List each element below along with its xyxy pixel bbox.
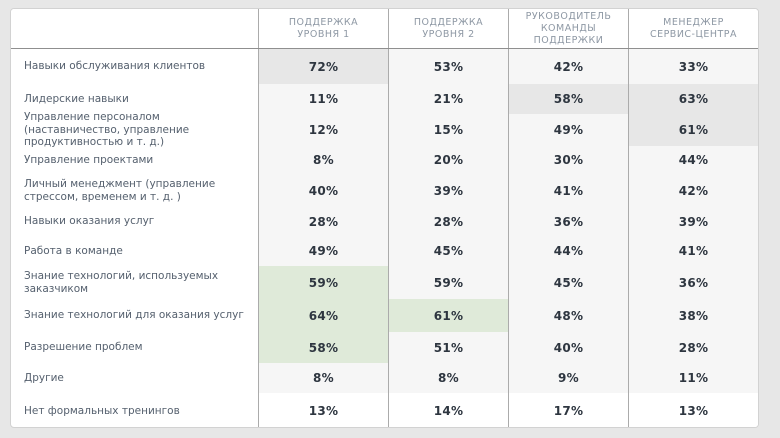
table-header-row: ПОДДЕРЖКА УРОВНЯ 1 ПОДДЕРЖКА УРОВНЯ 2 РУ… bbox=[11, 9, 758, 49]
row-label: Личный менеджмент (управление стрессом, … bbox=[24, 178, 216, 203]
value-cell: 61% bbox=[628, 114, 758, 146]
value-cell: 59% bbox=[258, 266, 388, 299]
value-cell: 28% bbox=[388, 207, 508, 236]
value-cell: 49% bbox=[508, 114, 628, 146]
table-row: Управление проектами 8% 20% 30% 44% bbox=[11, 146, 758, 174]
column-header-label: ПОДДЕРЖКА УРОВНЯ 2 bbox=[413, 16, 484, 40]
value-cell: 36% bbox=[508, 207, 628, 236]
row-label: Разрешение проблем bbox=[24, 341, 143, 354]
table-row: Навыки обслуживания клиентов 72% 53% 42% 33% bbox=[11, 49, 758, 84]
value-cell: 49% bbox=[258, 236, 388, 266]
value-cell: 58% bbox=[508, 84, 628, 114]
value-cell: 8% bbox=[388, 363, 508, 393]
row-label: Управление проектами bbox=[24, 153, 154, 166]
table-row: Нет формальных тренингов 13% 14% 17% 13% bbox=[11, 393, 758, 427]
value-cell: 53% bbox=[388, 49, 508, 84]
value-cell: 13% bbox=[258, 393, 388, 427]
row-label: Знание технологий для оказания услуг bbox=[24, 309, 244, 322]
value-cell: 48% bbox=[508, 299, 628, 332]
value-cell: 45% bbox=[388, 236, 508, 266]
value-cell: 21% bbox=[388, 84, 508, 114]
value-cell: 44% bbox=[628, 146, 758, 174]
column-header-support-level-1: ПОДДЕРЖКА УРОВНЯ 1 bbox=[258, 9, 388, 48]
table-row: Знание технологий, используемых заказчик… bbox=[11, 266, 758, 299]
value-cell: 72% bbox=[258, 49, 388, 84]
value-cell: 11% bbox=[628, 363, 758, 393]
value-cell: 17% bbox=[508, 393, 628, 427]
value-cell: 28% bbox=[258, 207, 388, 236]
table-row: Знание технологий для оказания услуг 64% 6… bbox=[11, 299, 758, 332]
value-cell: 40% bbox=[258, 174, 388, 207]
row-label: Навыки обслуживания клиентов bbox=[24, 60, 206, 73]
value-cell: 11% bbox=[258, 84, 388, 114]
value-cell: 64% bbox=[258, 299, 388, 332]
value-cell: 44% bbox=[508, 236, 628, 266]
row-label: Навыки оказания услуг bbox=[24, 215, 155, 228]
column-header-support-level-2: ПОДДЕРЖКА УРОВНЯ 2 bbox=[388, 9, 508, 48]
value-cell: 38% bbox=[628, 299, 758, 332]
column-header-label: РУКОВОДИТЕЛЬ КОМАНДЫ ПОДДЕРЖКИ bbox=[525, 10, 612, 46]
value-cell: 8% bbox=[258, 146, 388, 174]
value-cell: 39% bbox=[628, 207, 758, 236]
table-row: Работа в команде 49% 45% 44% 41% bbox=[11, 236, 758, 266]
value-cell: 42% bbox=[508, 49, 628, 84]
row-label: Работа в команде bbox=[24, 244, 123, 257]
table-row: Личный менеджмент (управление стрессом, … bbox=[11, 174, 758, 207]
value-cell: 9% bbox=[508, 363, 628, 393]
value-cell: 40% bbox=[508, 332, 628, 363]
value-cell: 59% bbox=[388, 266, 508, 299]
value-cell: 61% bbox=[388, 299, 508, 332]
value-cell: 14% bbox=[388, 393, 508, 427]
value-cell: 12% bbox=[258, 114, 388, 146]
table-row: Другие 8% 8% 9% 11% bbox=[11, 363, 758, 393]
row-label-column-header bbox=[11, 9, 258, 48]
row-label: Управление персоналом (наставничество, у… bbox=[24, 111, 190, 149]
value-cell: 58% bbox=[258, 332, 388, 363]
table-row: Навыки оказания услуг 28% 28% 36% 39% bbox=[11, 207, 758, 236]
value-cell: 36% bbox=[628, 266, 758, 299]
table-row: Лидерские навыки 11% 21% 58% 63% bbox=[11, 84, 758, 114]
column-header-label: ПОДДЕРЖКА УРОВНЯ 1 bbox=[288, 16, 359, 40]
value-cell: 41% bbox=[508, 174, 628, 207]
value-cell: 41% bbox=[628, 236, 758, 266]
value-cell: 20% bbox=[388, 146, 508, 174]
table-body: Навыки обслуживания клиентов 72% 53% 42% 33%… bbox=[11, 49, 758, 427]
value-cell: 8% bbox=[258, 363, 388, 393]
row-label: Лидерские навыки bbox=[24, 92, 129, 105]
value-cell: 42% bbox=[628, 174, 758, 207]
value-cell: 45% bbox=[508, 266, 628, 299]
column-header-support-team-lead: РУКОВОДИТЕЛЬ КОМАНДЫ ПОДДЕРЖКИ bbox=[508, 9, 628, 48]
row-label: Другие bbox=[24, 371, 64, 384]
column-header-service-center-manager: МЕНЕДЖЕР СЕРВИС-ЦЕНТРА bbox=[628, 9, 758, 48]
column-header-label: МЕНЕДЖЕР СЕРВИС-ЦЕНТРА bbox=[649, 16, 738, 40]
value-cell: 28% bbox=[628, 332, 758, 363]
value-cell: 30% bbox=[508, 146, 628, 174]
value-cell: 13% bbox=[628, 393, 758, 427]
row-label: Знание технологий, используемых заказчик… bbox=[24, 270, 219, 295]
row-label: Нет формальных тренингов bbox=[24, 404, 180, 417]
table-row: Разрешение проблем 58% 51% 40% 28% bbox=[11, 332, 758, 363]
value-cell: 63% bbox=[628, 84, 758, 114]
value-cell: 15% bbox=[388, 114, 508, 146]
value-cell: 39% bbox=[388, 174, 508, 207]
value-cell: 51% bbox=[388, 332, 508, 363]
skills-by-role-table: ПОДДЕРЖКА УРОВНЯ 1 ПОДДЕРЖКА УРОВНЯ 2 РУ… bbox=[10, 8, 759, 428]
value-cell: 33% bbox=[628, 49, 758, 84]
table-row: Управление персоналом (наставничество, у… bbox=[11, 111, 758, 149]
